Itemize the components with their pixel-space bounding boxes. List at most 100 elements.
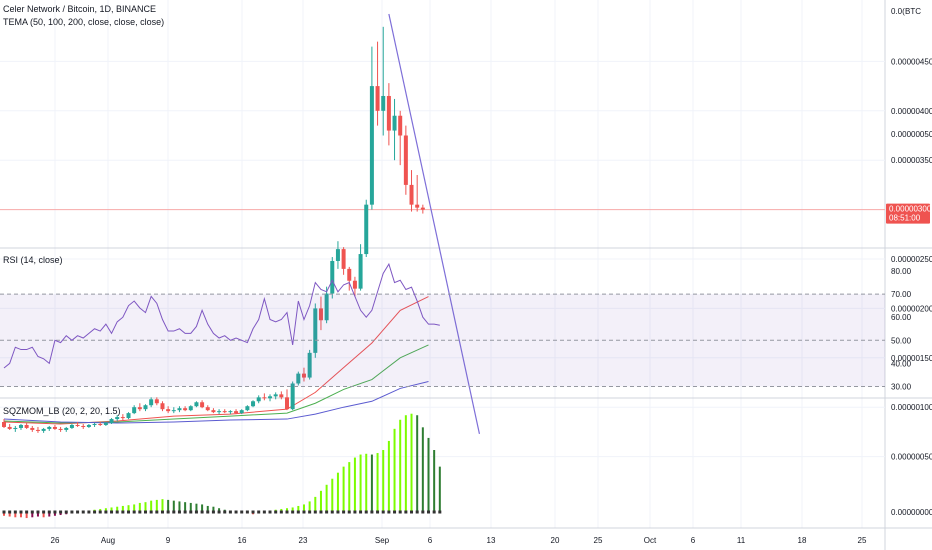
candle-body	[58, 428, 63, 430]
momentum-bar	[421, 427, 424, 512]
squeeze-dot	[30, 510, 34, 514]
candle-body	[307, 352, 312, 378]
momentum-bar	[286, 508, 288, 512]
candle-body	[313, 308, 318, 353]
price-tick-label-top: 0.0(	[891, 7, 905, 16]
momentum-bar	[438, 466, 441, 512]
countdown-label: 08:51:00	[889, 214, 921, 223]
candle-body	[364, 204, 369, 255]
squeeze-dot	[160, 510, 164, 514]
x-tick-label: Sep	[375, 536, 390, 545]
x-tick-label: 6	[428, 536, 433, 545]
price-tick-label: 0.00000450	[891, 57, 932, 66]
momentum-bar	[8, 512, 11, 517]
price-tick-label: 0.00000400	[891, 107, 932, 116]
squeeze-dot	[19, 510, 23, 514]
squeeze-dot	[81, 510, 85, 514]
rsi-tick-label: 80.00	[891, 267, 912, 276]
candle-body	[64, 427, 69, 430]
candle-body	[352, 280, 357, 289]
squeeze-dot	[353, 510, 357, 514]
last-price-label: 0.00000300	[889, 205, 932, 214]
x-tick-label: 13	[487, 536, 496, 545]
candle-body	[154, 399, 159, 404]
momentum-bar	[427, 437, 430, 512]
candle-body	[115, 417, 120, 420]
candle-body	[75, 424, 80, 426]
momentum-bar	[178, 501, 181, 512]
sqz-tick-label: 0.00000000	[891, 508, 932, 517]
momentum-bar	[150, 500, 153, 512]
candle-body	[194, 402, 199, 407]
squeeze-dot	[76, 510, 80, 514]
squeeze-dot	[432, 510, 436, 514]
squeeze-dot	[166, 510, 170, 514]
currency-label: BTC	[905, 7, 921, 16]
momentum-bar	[370, 454, 373, 512]
candle-body	[375, 86, 380, 111]
candle-body	[47, 426, 52, 429]
candle-body	[132, 407, 137, 414]
squeeze-dot	[240, 510, 244, 514]
candle-body	[86, 424, 91, 427]
momentum-bar	[25, 512, 28, 519]
squeeze-dot	[42, 510, 46, 514]
squeeze-dot	[155, 510, 159, 514]
candle-body	[160, 403, 165, 410]
candle-body	[420, 207, 425, 210]
sqz-tick-label: 0.00000050	[891, 130, 932, 139]
candle-body	[52, 426, 57, 429]
candle-body	[324, 293, 329, 321]
squeeze-dot	[200, 510, 204, 514]
squeeze-dot	[64, 510, 68, 514]
rsi-line	[3, 262, 440, 369]
rsi-tick-label: 40.00	[891, 359, 912, 368]
squeeze-dot	[234, 510, 238, 514]
momentum-bar	[3, 512, 5, 516]
candle-body	[183, 408, 188, 411]
candle-body	[81, 425, 86, 427]
momentum-bar	[433, 450, 436, 512]
candle-body	[251, 401, 256, 407]
candle-body	[188, 406, 193, 411]
squeeze-dot	[302, 510, 306, 514]
candle-body	[228, 411, 233, 413]
squeeze-dot	[53, 510, 57, 514]
squeeze-dot	[132, 510, 136, 514]
candle-body	[330, 260, 335, 294]
momentum-bar	[155, 499, 158, 512]
x-tick-label: 25	[858, 536, 867, 545]
x-tick-label: 26	[51, 536, 60, 545]
squeeze-dot	[313, 510, 317, 514]
trend-line	[388, 13, 481, 435]
candle-body	[256, 397, 261, 402]
squeeze-dot	[393, 510, 397, 514]
candle-body	[35, 429, 40, 431]
momentum-bar	[416, 415, 419, 512]
squeeze-dot	[251, 510, 255, 514]
candle-body	[200, 402, 205, 408]
squeeze-dot	[138, 510, 142, 514]
squeeze-dot	[223, 510, 227, 514]
price-tick-label: 0.00000200	[891, 304, 932, 313]
squeeze-dot	[189, 510, 193, 514]
x-tick-label: 11	[737, 536, 746, 545]
squeeze-dot	[296, 510, 300, 514]
candle-body	[273, 394, 278, 397]
squeeze-dot	[228, 510, 232, 514]
squeeze-dot	[177, 510, 181, 514]
momentum-bar	[331, 478, 334, 512]
squeeze-dot	[8, 510, 12, 514]
momentum-bar	[184, 502, 187, 512]
momentum-bar	[19, 512, 22, 518]
candle-body	[120, 417, 125, 419]
candle-body	[18, 424, 23, 428]
squeeze-dot	[279, 510, 283, 514]
squeeze-dot	[13, 510, 17, 514]
candle-body	[171, 410, 176, 412]
squeeze-dot	[438, 510, 442, 514]
candle-body	[318, 308, 323, 321]
momentum-bar	[280, 508, 283, 512]
squeeze-dot	[319, 510, 323, 514]
